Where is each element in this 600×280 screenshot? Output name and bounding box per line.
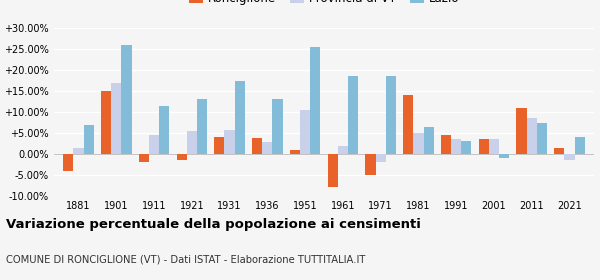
Bar xyxy=(365,154,376,175)
Bar xyxy=(252,138,262,154)
Bar xyxy=(197,99,207,154)
Bar xyxy=(424,127,434,154)
Bar xyxy=(101,91,111,154)
Bar xyxy=(575,137,585,154)
Bar xyxy=(348,76,358,154)
Bar xyxy=(499,154,509,158)
Bar xyxy=(537,123,547,154)
Bar xyxy=(403,95,413,154)
Bar xyxy=(338,146,348,154)
Bar xyxy=(139,154,149,162)
Bar xyxy=(413,133,424,154)
Bar xyxy=(73,148,83,154)
Bar xyxy=(83,125,94,154)
Bar xyxy=(63,154,73,171)
Bar xyxy=(310,47,320,154)
Bar xyxy=(479,139,489,154)
Bar xyxy=(111,83,121,154)
Bar xyxy=(149,135,159,154)
Bar xyxy=(554,148,565,154)
Bar xyxy=(300,110,310,154)
Bar xyxy=(451,139,461,154)
Bar xyxy=(461,141,472,154)
Bar xyxy=(441,135,451,154)
Bar xyxy=(187,131,197,154)
Legend: Ronciglione, Provincia di VT, Lazio: Ronciglione, Provincia di VT, Lazio xyxy=(184,0,464,9)
Bar xyxy=(272,99,283,154)
Bar xyxy=(159,106,169,154)
Text: COMUNE DI RONCIGLIONE (VT) - Dati ISTAT - Elaborazione TUTTITALIA.IT: COMUNE DI RONCIGLIONE (VT) - Dati ISTAT … xyxy=(6,255,365,265)
Bar xyxy=(386,76,396,154)
Bar xyxy=(376,154,386,162)
Bar xyxy=(489,139,499,154)
Bar xyxy=(527,118,537,154)
Bar xyxy=(328,154,338,187)
Bar xyxy=(235,81,245,154)
Bar xyxy=(224,130,235,154)
Bar xyxy=(121,45,131,154)
Bar xyxy=(565,154,575,160)
Bar xyxy=(214,137,224,154)
Bar xyxy=(517,108,527,154)
Bar xyxy=(262,142,272,154)
Bar xyxy=(176,154,187,160)
Bar xyxy=(290,150,300,154)
Text: Variazione percentuale della popolazione ai censimenti: Variazione percentuale della popolazione… xyxy=(6,218,421,231)
